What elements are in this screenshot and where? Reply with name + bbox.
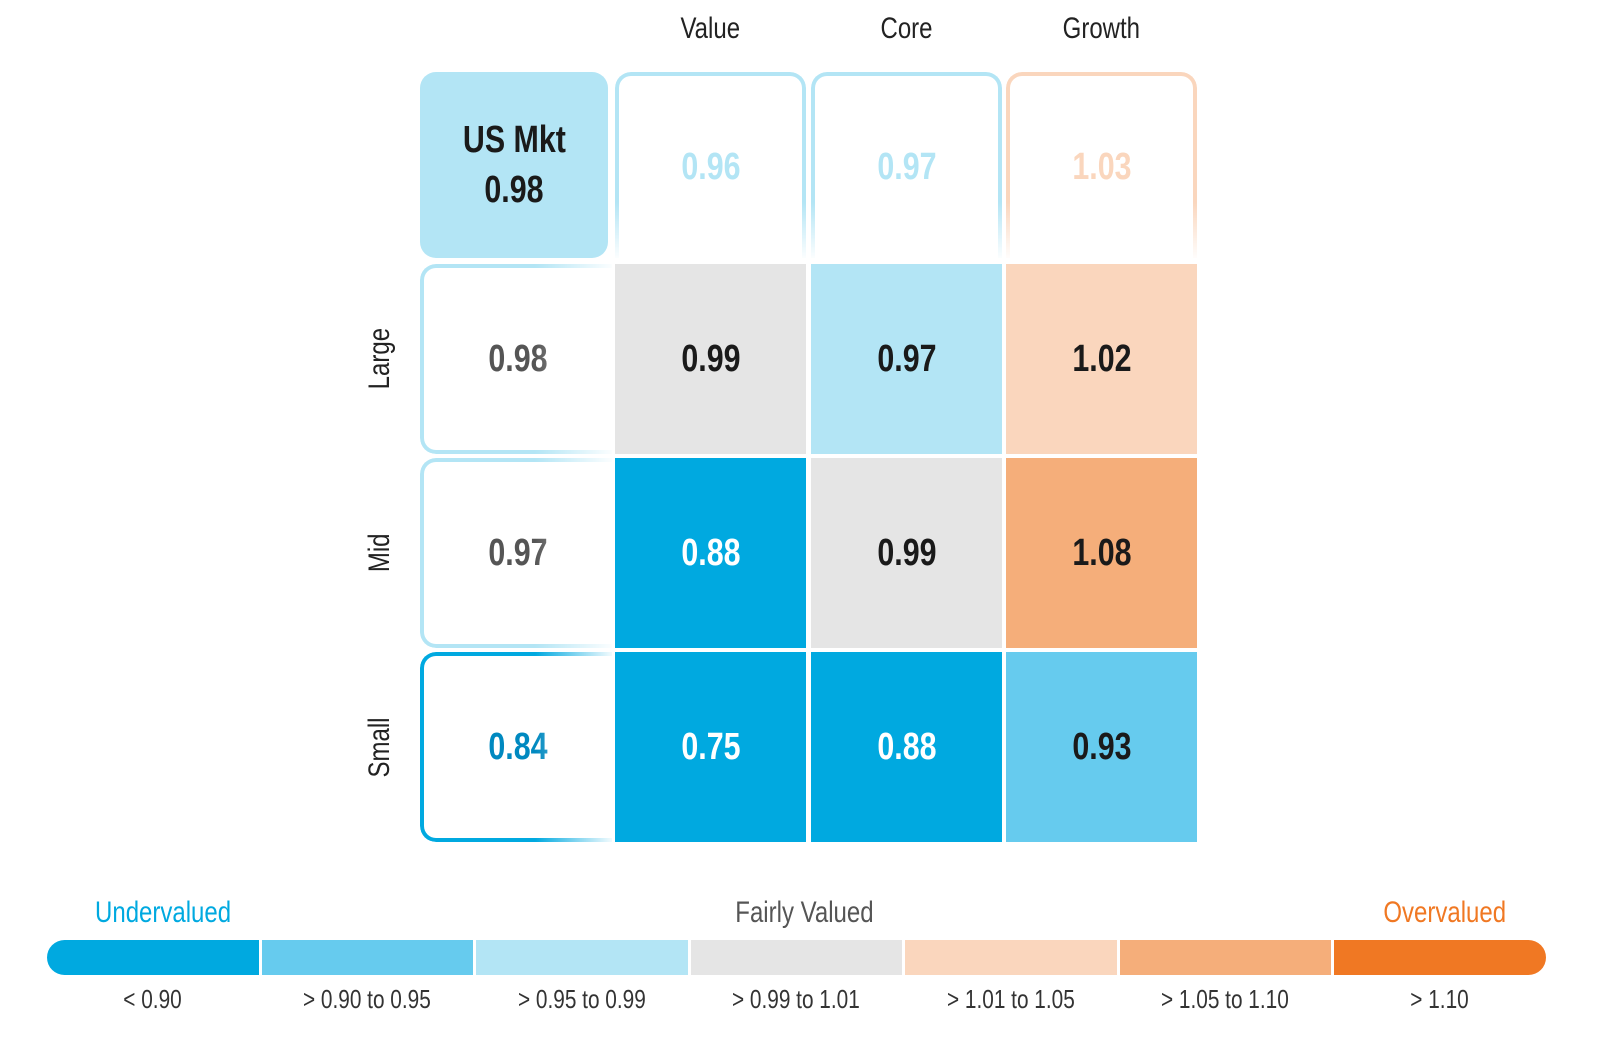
heatmap-cell: 1.02 [1006, 264, 1197, 454]
heatmap-cell: 0.93 [1006, 652, 1197, 842]
heatmap-cell-label: 0.75 [680, 725, 741, 768]
heatmap-cell: 0.97 [811, 264, 1002, 454]
column-header-label: Growth [1062, 12, 1141, 45]
heatmap-cell-label: 1.02 [1071, 337, 1132, 380]
legend-bin-label: < 0.90 [47, 984, 259, 1015]
legend-bin-label: > 0.90 to 0.95 [262, 984, 474, 1015]
heatmap-cell: 0.99 [615, 264, 806, 454]
row-total-cell: 0.84 [420, 652, 612, 842]
legend-bin-label-label: > 0.99 to 1.01 [732, 984, 861, 1014]
legend-swatch [1119, 940, 1331, 975]
legend-swatch [1334, 940, 1546, 975]
heatmap-cell-label: 0.99 [876, 531, 937, 574]
legend-swatch [905, 940, 1117, 975]
row-header-label: Mid [363, 533, 396, 573]
column-total-cell-label: 1.03 [1071, 145, 1132, 188]
legend-fairly-valued-label: Fairly Valued [735, 896, 874, 929]
column-header-label: Value [680, 12, 741, 45]
legend-bin-label-label: < 0.90 [123, 984, 182, 1014]
market-cell: US Mkt 0.98 [420, 72, 608, 258]
row-total-cell-label: 0.84 [488, 725, 548, 768]
heatmap-cell: 0.88 [615, 458, 806, 648]
heatmap-cell-label: 0.88 [680, 531, 741, 574]
legend-bin-label: > 1.01 to 1.05 [905, 984, 1117, 1015]
legend-fairly-valued: Fairly Valued [718, 896, 891, 930]
legend-overvalued: Overvalued [1368, 896, 1521, 930]
legend-swatch [47, 940, 259, 975]
heatmap-cell-label: 0.93 [1071, 725, 1132, 768]
heatmap-cell: 0.99 [811, 458, 1002, 648]
column-header-label: Core [880, 12, 933, 45]
column-header: Growth [1006, 12, 1197, 46]
column-total-cell: 1.03 [1006, 72, 1197, 258]
heatmap-cell-label: 0.88 [876, 725, 937, 768]
row-total-cell: 0.97 [420, 458, 612, 648]
column-header: Core [811, 12, 1002, 46]
legend-swatch [476, 940, 688, 975]
market-value: 0.98 [484, 169, 544, 211]
column-total-cell: 0.97 [811, 72, 1002, 258]
column-header: Value [615, 12, 806, 46]
legend-bin-label-label: > 0.90 to 0.95 [303, 984, 432, 1014]
market-label: US Mkt [462, 119, 566, 161]
row-total-cell: 0.98 [420, 264, 612, 454]
legend-bin-label-label: > 0.95 to 0.99 [517, 984, 646, 1014]
row-header: Large [363, 309, 397, 409]
heatmap-cell-label: 0.97 [876, 337, 937, 380]
legend-swatch [261, 940, 473, 975]
heatmap-cell: 0.75 [615, 652, 806, 842]
legend-bin-label-label: > 1.05 to 1.10 [1161, 984, 1290, 1014]
column-total-cell: 0.96 [615, 72, 806, 258]
row-header: Small [363, 697, 397, 797]
row-header: Mid [363, 503, 397, 603]
heatmap-cell: 1.08 [1006, 458, 1197, 648]
legend-bin-label-label: > 1.01 to 1.05 [946, 984, 1075, 1014]
legend-undervalued-label: Undervalued [95, 896, 232, 929]
legend-bin-label: > 0.95 to 0.99 [476, 984, 688, 1015]
column-total-cell-label: 0.97 [876, 145, 937, 188]
heatmap-cell-label: 1.08 [1071, 531, 1132, 574]
row-total-cell-label: 0.97 [488, 531, 548, 574]
legend-bin-label: > 1.05 to 1.10 [1120, 984, 1332, 1015]
heatmap-cell-label: 0.99 [680, 337, 741, 380]
row-header-label: Large [363, 328, 396, 390]
heatmap-cell: 0.88 [811, 652, 1002, 842]
legend-undervalued: Undervalued [78, 896, 248, 930]
legend-bin-label: > 1.10 [1334, 984, 1546, 1015]
row-total-cell-label: 0.98 [488, 337, 548, 380]
row-header-label: Small [363, 717, 396, 778]
legend-bin-label: > 0.99 to 1.01 [691, 984, 903, 1015]
legend-swatch [690, 940, 902, 975]
legend-overvalued-label: Overvalued [1383, 896, 1507, 929]
column-total-cell-label: 0.96 [680, 145, 741, 188]
legend-bin-label-label: > 1.10 [1410, 984, 1469, 1014]
